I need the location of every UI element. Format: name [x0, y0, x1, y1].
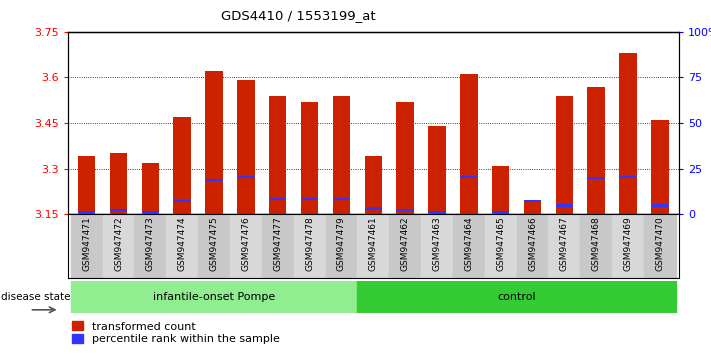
Bar: [421, 214, 453, 278]
Bar: [587, 177, 605, 179]
Bar: [333, 96, 351, 214]
Bar: [492, 166, 509, 214]
Bar: [326, 214, 358, 278]
Bar: [619, 176, 637, 178]
Bar: [365, 207, 382, 210]
Bar: [619, 53, 637, 214]
Bar: [580, 214, 612, 278]
Bar: [492, 211, 509, 213]
Text: GSM947469: GSM947469: [624, 216, 633, 271]
Text: GSM947475: GSM947475: [210, 216, 218, 271]
Text: GSM947464: GSM947464: [464, 216, 474, 271]
Bar: [358, 214, 389, 278]
Bar: [269, 198, 287, 200]
Bar: [428, 126, 446, 214]
Text: GSM947465: GSM947465: [496, 216, 505, 271]
Text: GSM947470: GSM947470: [656, 216, 664, 271]
Text: GDS4410 / 1553199_at: GDS4410 / 1553199_at: [221, 9, 376, 22]
Text: GSM947479: GSM947479: [337, 216, 346, 271]
Bar: [173, 200, 191, 202]
Bar: [485, 214, 517, 278]
Bar: [102, 214, 134, 278]
Bar: [301, 102, 319, 214]
Bar: [262, 214, 294, 278]
Bar: [453, 214, 485, 278]
Bar: [134, 214, 166, 278]
Bar: [237, 80, 255, 214]
Bar: [205, 72, 223, 214]
Bar: [555, 205, 573, 207]
Text: infantile-onset Pompe: infantile-onset Pompe: [153, 292, 275, 302]
Bar: [358, 281, 676, 313]
Text: control: control: [497, 292, 536, 302]
Text: disease state: disease state: [1, 292, 70, 302]
Bar: [230, 214, 262, 278]
Bar: [166, 214, 198, 278]
Bar: [173, 117, 191, 214]
Bar: [428, 211, 446, 213]
Bar: [548, 214, 580, 278]
Text: GSM947472: GSM947472: [114, 216, 123, 271]
Bar: [109, 153, 127, 214]
Bar: [205, 179, 223, 181]
Bar: [141, 211, 159, 213]
Text: GSM947476: GSM947476: [242, 216, 250, 271]
Bar: [109, 209, 127, 211]
Bar: [555, 96, 573, 214]
Bar: [587, 86, 605, 214]
Bar: [365, 156, 382, 214]
Text: GSM947462: GSM947462: [400, 216, 410, 271]
Bar: [333, 198, 351, 200]
Bar: [524, 202, 541, 214]
Text: GSM947468: GSM947468: [592, 216, 601, 271]
Bar: [269, 96, 287, 214]
Bar: [396, 209, 414, 211]
Bar: [301, 198, 319, 200]
Text: GSM947474: GSM947474: [178, 216, 187, 271]
Bar: [396, 102, 414, 214]
Bar: [389, 214, 421, 278]
Bar: [612, 214, 644, 278]
Bar: [644, 214, 676, 278]
Bar: [651, 120, 668, 214]
Bar: [198, 214, 230, 278]
Bar: [78, 156, 95, 214]
Bar: [517, 214, 548, 278]
Text: GSM947471: GSM947471: [82, 216, 91, 271]
Bar: [460, 74, 478, 214]
Legend: transformed count, percentile rank within the sample: transformed count, percentile rank withi…: [68, 317, 284, 349]
Bar: [78, 211, 95, 213]
Text: GSM947473: GSM947473: [146, 216, 155, 271]
Text: GSM947478: GSM947478: [305, 216, 314, 271]
Bar: [70, 281, 358, 313]
Bar: [70, 214, 102, 278]
Text: GSM947466: GSM947466: [528, 216, 537, 271]
Text: GSM947467: GSM947467: [560, 216, 569, 271]
Bar: [141, 162, 159, 214]
Text: GSM947463: GSM947463: [432, 216, 442, 271]
Bar: [460, 176, 478, 178]
Bar: [294, 214, 326, 278]
Text: GSM947477: GSM947477: [273, 216, 282, 271]
Bar: [237, 176, 255, 178]
Bar: [651, 205, 668, 207]
Text: GSM947461: GSM947461: [369, 216, 378, 271]
Bar: [524, 200, 541, 202]
